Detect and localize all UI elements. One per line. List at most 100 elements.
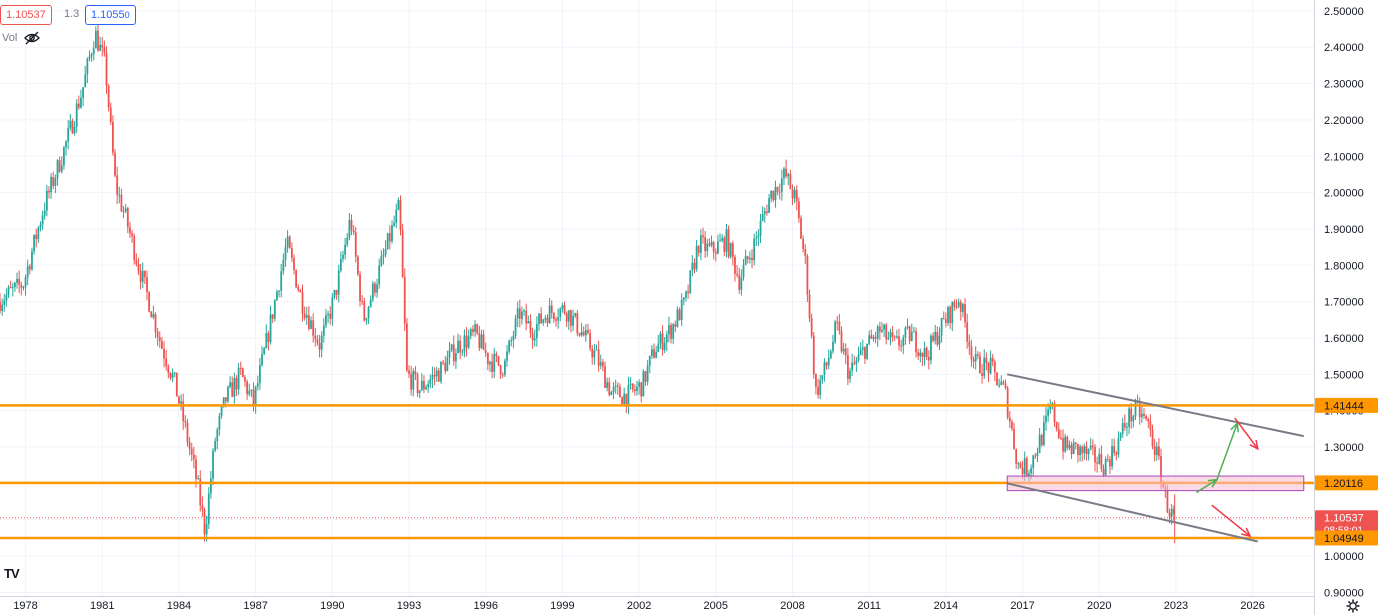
candle-body — [18, 278, 21, 285]
candle-body — [45, 190, 48, 211]
candle-body — [644, 371, 647, 382]
candle-body — [239, 367, 242, 369]
candle-body — [259, 365, 261, 384]
candle-body — [668, 325, 670, 335]
support-zone[interactable] — [1006, 475, 1305, 492]
x-tick-label: 2002 — [627, 600, 651, 612]
time-axis[interactable]: 1978 1981 1984 1987 1990 1993 1996 1999 2002 2005… — [0, 596, 1314, 613]
candle-body — [959, 302, 962, 312]
tradingview-logo[interactable]: TV — [4, 566, 20, 581]
candle-body — [433, 374, 436, 377]
candle-body — [429, 379, 432, 385]
candle-body — [246, 381, 249, 395]
candle-body — [129, 227, 131, 234]
candle-body — [710, 242, 713, 246]
candle-body — [972, 359, 975, 362]
candle-body — [761, 214, 764, 221]
horizontal-levels[interactable] — [0, 404, 1314, 540]
candle-body — [797, 201, 800, 219]
candle-body — [544, 317, 547, 320]
candle-body — [885, 324, 888, 340]
candle-body — [518, 308, 521, 319]
candle-body — [591, 348, 594, 358]
candle-body — [333, 290, 336, 298]
candle-body — [386, 233, 389, 250]
level-price-label[interactable]: 1.04949 — [1315, 530, 1378, 546]
arrow-down-icon[interactable] — [1211, 504, 1252, 538]
x-tick-label: 1987 — [243, 600, 267, 612]
candle-body — [1113, 446, 1116, 453]
arrow-down-icon[interactable] — [1234, 417, 1259, 451]
candle-body — [900, 345, 903, 347]
candle-body — [1074, 442, 1077, 444]
candle-body — [574, 313, 577, 316]
candlestick-series — [0, 22, 1176, 544]
bid-price-box[interactable]: 1.10537 — [0, 5, 52, 25]
candle-body — [463, 335, 466, 352]
candle-body — [184, 421, 187, 423]
candle-body — [855, 360, 858, 364]
channel-lower-line[interactable] — [1007, 482, 1258, 543]
candle-body — [1091, 445, 1094, 448]
level-price-label[interactable]: 1.41444 — [1315, 397, 1378, 413]
candle-body — [527, 321, 530, 324]
candle-body — [629, 383, 632, 385]
candle-body — [791, 189, 794, 199]
candle-body — [139, 271, 142, 282]
candle-body — [11, 287, 14, 289]
candle-body — [778, 191, 781, 193]
candle-body — [944, 319, 947, 323]
candle-body — [229, 382, 231, 387]
candle-body — [1015, 448, 1018, 464]
svg-text:1.04949: 1.04949 — [1324, 533, 1364, 545]
y-tick-label: 2.50000 — [1324, 6, 1364, 18]
candle-body — [721, 237, 724, 241]
ask-price-box[interactable]: 1.10550 — [85, 5, 136, 25]
candle-body — [932, 335, 934, 341]
gear-icon[interactable] — [1346, 599, 1360, 613]
candle-body — [1089, 445, 1092, 449]
candle-body — [1049, 406, 1052, 410]
candle-body — [348, 219, 351, 238]
candle-body — [180, 401, 182, 404]
trend-drawings[interactable] — [1006, 373, 1305, 543]
candle-body — [1023, 458, 1026, 475]
candle-body — [99, 44, 102, 51]
candle-body — [832, 341, 834, 352]
candle-body — [555, 319, 557, 321]
candle-body — [979, 355, 981, 374]
price-axis[interactable]: 2.50000 2.40000 2.30000 2.20000 2.10000 2.000… — [1314, 0, 1378, 615]
candle-body — [48, 190, 50, 193]
candle-body — [685, 291, 687, 298]
candle-body — [120, 194, 123, 211]
candle-body — [212, 450, 214, 479]
eye-crossed-icon[interactable] — [24, 31, 40, 45]
candle-body — [182, 401, 185, 422]
candle-body — [195, 459, 197, 479]
candle-body — [295, 269, 298, 288]
candle-body — [354, 232, 357, 257]
candle-body — [1079, 446, 1081, 456]
candle-body — [734, 256, 736, 274]
candle-body — [293, 257, 295, 270]
candle-body — [169, 372, 172, 378]
channel-upper-line[interactable] — [1007, 373, 1304, 438]
candle-body — [497, 355, 500, 366]
candle-body — [1042, 422, 1045, 446]
candle-body — [864, 347, 866, 359]
candle-body — [158, 337, 161, 341]
candle-body — [934, 331, 937, 341]
candle-body — [35, 234, 38, 240]
level-price-label[interactable]: 1.20116 — [1315, 475, 1378, 491]
candle-body — [335, 290, 338, 295]
arrow-up-icon[interactable] — [1216, 421, 1239, 480]
candle-body — [9, 287, 12, 289]
candle-body — [71, 120, 74, 134]
candle-body — [851, 362, 854, 371]
candle-body — [503, 360, 506, 375]
candle-body — [1030, 468, 1032, 474]
candle-body — [350, 219, 353, 231]
candle-body — [768, 198, 770, 213]
candle-body — [525, 310, 528, 324]
